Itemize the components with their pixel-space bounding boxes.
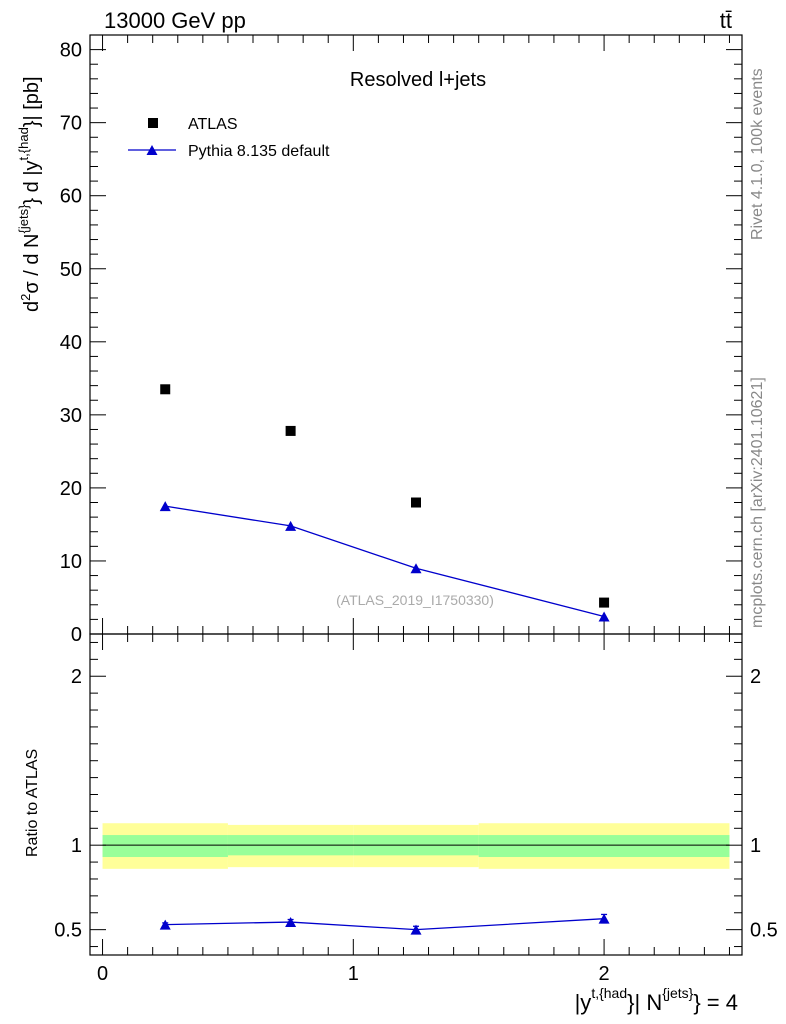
legend-marker-atlas	[148, 118, 158, 128]
x-axis-label: |yt,{had}| N{jets}} = 4	[575, 985, 738, 1015]
ratio-y-tick-label-right: 0.5	[750, 920, 778, 942]
ratio-panel-data	[159, 913, 610, 935]
energy-label: 13000 GeV pp	[104, 8, 246, 33]
ratio-pythia-point	[598, 913, 610, 924]
uncertainty-band	[102, 835, 228, 858]
pythia-line	[165, 505, 605, 618]
atlas-point	[160, 384, 171, 395]
ratio-y-tick-label-right: 1	[750, 835, 761, 857]
ratio-pythia-line	[165, 918, 605, 931]
y-tick-label-main: 60	[60, 186, 82, 208]
y-tick-label-main: 0	[71, 624, 82, 646]
ratio-panel-axes: 0.5 0.5 1 1 2 2 0 1 2	[54, 633, 778, 985]
pythia-point	[285, 520, 297, 531]
ratio-pythia-point	[285, 917, 297, 928]
y-axis-label-main: d2σ / d N{jets}} d |yt,{had}| [pb]	[16, 76, 43, 312]
uncertainty-band	[478, 835, 730, 858]
y-tick-label-main: 30	[60, 405, 82, 427]
pythia-point	[410, 563, 422, 574]
x-tick-label: 0	[97, 963, 108, 985]
y-tick-label-main: 80	[60, 40, 82, 62]
legend-marker-pythia	[146, 145, 158, 155]
ratio-panel-bands	[102, 823, 730, 869]
y-axis-label-ratio: Ratio to ATLAS	[24, 749, 41, 857]
y-tick-label-main: 10	[60, 551, 82, 573]
pythia-point	[159, 501, 171, 512]
ratio-y-tick-label-left: 0.5	[54, 920, 82, 942]
rivet-version-label: Rivet 4.1.0, 100k events	[749, 68, 766, 240]
y-tick-label-main: 40	[60, 332, 82, 354]
main-panel-axes: 0 10 20 30 40 50 60 70 80	[60, 34, 743, 646]
y-tick-label-main: 70	[60, 113, 82, 135]
ratio-pythia-point	[159, 919, 171, 930]
analysis-watermark: (ATLAS_2019_I1750330)	[336, 592, 494, 608]
mcplots-label: mcplots.cern.ch [arXiv:2401.10621]	[749, 377, 766, 628]
ratio-y-tick-label-right: 2	[750, 666, 761, 688]
legend-label-atlas: ATLAS	[188, 116, 238, 133]
y-tick-label-main: 20	[60, 478, 82, 500]
atlas-point	[599, 597, 610, 608]
ratio-frame	[89, 633, 743, 956]
x-tick-label: 2	[599, 963, 610, 985]
x-tick-label: 1	[348, 963, 359, 985]
main-panel-data	[159, 384, 610, 622]
ratio-y-tick-label-left: 1	[71, 835, 82, 857]
legend: ATLAS Pythia 8.135 default	[128, 116, 330, 160]
ratio-pythia-point	[410, 924, 422, 935]
chart-title: Resolved l+jets	[350, 69, 486, 91]
pythia-point	[598, 611, 610, 622]
atlas-point	[285, 425, 296, 436]
y-tick-label-main: 50	[60, 259, 82, 281]
ratio-y-tick-label-left: 2	[71, 666, 82, 688]
process-label: tt̄	[720, 8, 732, 33]
legend-label-pythia: Pythia 8.135 default	[188, 143, 330, 160]
atlas-point	[411, 497, 421, 508]
